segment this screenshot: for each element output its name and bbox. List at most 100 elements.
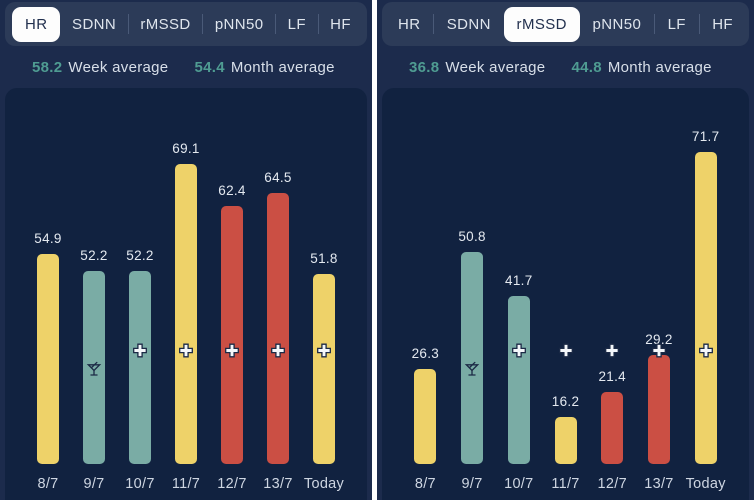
tab-hf[interactable]: HF xyxy=(330,15,351,33)
bar-today[interactable] xyxy=(313,274,335,464)
x-axis-label: Today xyxy=(303,476,345,492)
bar-11-7[interactable] xyxy=(175,164,197,464)
tab-pnn50[interactable]: pNN50 xyxy=(592,15,642,33)
x-axis-label: 10/7 xyxy=(504,476,534,492)
chart: 54.9 8/7 52.2 9/7 52.2 10/7 69.1 11/7 62.4 12… xyxy=(5,88,367,500)
plus-icon-wrap[interactable] xyxy=(133,343,148,358)
tab-rmssd[interactable]: rMSSD xyxy=(140,15,191,33)
plus-icon[interactable] xyxy=(179,343,194,358)
bar-value-label: 21.4 xyxy=(598,369,626,384)
month-average-value: 44.8 xyxy=(571,58,602,76)
x-axis-label: 8/7 xyxy=(37,476,59,492)
bar-13-7[interactable] xyxy=(647,355,670,464)
tab-divider xyxy=(202,14,204,34)
plus-icon[interactable] xyxy=(698,343,713,358)
bar-9-7[interactable] xyxy=(461,252,484,464)
x-axis-label: Today xyxy=(685,476,726,492)
x-axis-label: 8/7 xyxy=(414,476,436,492)
bar-column: 62.4 12/7 xyxy=(209,88,255,500)
plus-icon-wrap[interactable] xyxy=(651,343,666,358)
plus-icon-wrap[interactable] xyxy=(317,343,332,358)
panel-divider xyxy=(372,0,377,500)
x-axis-label: 9/7 xyxy=(461,476,483,492)
plus-icon[interactable] xyxy=(317,343,332,358)
plus-icon[interactable] xyxy=(271,343,286,358)
bar-column: 26.3 8/7 xyxy=(402,88,449,500)
bar-value-label: 52.2 xyxy=(80,248,108,263)
tab-hr[interactable]: HR xyxy=(12,6,61,42)
bar-value-label: 26.3 xyxy=(411,346,440,361)
bar-13-7[interactable] xyxy=(267,193,289,464)
bar-value-label: 54.9 xyxy=(34,231,62,246)
x-axis-label: 11/7 xyxy=(551,476,580,492)
bar-value-label: 51.8 xyxy=(310,251,338,266)
plus-icon[interactable] xyxy=(558,343,573,358)
tab-rmssd[interactable]: rMSSD xyxy=(503,6,580,42)
metric-tabbar: HR SDNN rMSSD pNN50 LF HF xyxy=(5,2,367,46)
plus-icon-wrap[interactable] xyxy=(179,343,194,358)
cocktail-icon-wrap[interactable] xyxy=(464,361,481,378)
month-average-label: Month average xyxy=(230,58,335,76)
bar-10-7[interactable] xyxy=(129,271,151,464)
bar-value-label: 50.8 xyxy=(458,229,486,244)
metric-tabbar: HR SDNN rMSSD pNN50 LF HF xyxy=(382,2,749,46)
cocktail-icon[interactable] xyxy=(86,361,103,378)
bar-value-label: 71.7 xyxy=(691,129,720,144)
bar-9-7[interactable] xyxy=(83,271,105,464)
hr-metric-panel: HR SDNN rMSSD pNN50 LF HF 58.2 Week average 5… xyxy=(0,0,372,500)
bar-column: 52.2 9/7 xyxy=(71,88,117,500)
tab-hf[interactable]: HF xyxy=(712,15,733,33)
bar-today[interactable] xyxy=(694,152,717,464)
bar-8-7[interactable] xyxy=(37,254,59,464)
month-average-label: Month average xyxy=(607,58,712,76)
bar-column: 51.8 Today xyxy=(301,88,347,500)
plus-icon[interactable] xyxy=(651,343,666,358)
rmssd-metric-panel: HR SDNN rMSSD pNN50 LF HF 36.8 Week average 4… xyxy=(377,0,754,500)
averages-row: 36.8 Week average 44.8 Month average xyxy=(377,46,754,88)
plus-icon-wrap[interactable] xyxy=(698,343,713,358)
bar-10-7[interactable] xyxy=(507,296,530,464)
bar-column: 64.5 13/7 xyxy=(255,88,301,500)
tab-divider xyxy=(433,14,435,34)
bar-value-label: 41.7 xyxy=(505,273,533,288)
x-axis-label: 12/7 xyxy=(597,476,627,492)
week-average-label: Week average xyxy=(68,58,169,76)
plus-icon-wrap[interactable] xyxy=(271,343,286,358)
bar-column: 29.2 13/7 xyxy=(636,88,683,500)
averages-row: 58.2 Week average 54.4 Month average xyxy=(0,46,372,88)
plus-icon-wrap[interactable] xyxy=(511,343,526,358)
bar-8-7[interactable] xyxy=(414,369,437,464)
tab-lf[interactable]: LF xyxy=(667,15,686,33)
plus-icon-wrap[interactable] xyxy=(605,343,620,358)
tab-hr[interactable]: HR xyxy=(398,15,421,33)
tab-sdnn[interactable]: SDNN xyxy=(446,15,491,33)
bar-11-7[interactable] xyxy=(554,417,577,464)
plus-icon-wrap[interactable] xyxy=(225,343,240,358)
x-axis-label: 13/7 xyxy=(263,476,293,492)
cocktail-icon-wrap[interactable] xyxy=(86,361,103,378)
plus-icon[interactable] xyxy=(133,343,148,358)
cocktail-icon[interactable] xyxy=(464,361,481,378)
plus-icon[interactable] xyxy=(605,343,620,358)
month-average-value: 54.4 xyxy=(194,58,225,76)
tab-divider xyxy=(698,14,700,34)
bar-value-label: 29.2 xyxy=(645,332,673,347)
x-axis-label: 10/7 xyxy=(125,476,155,492)
week-average: 36.8 Week average xyxy=(409,59,545,76)
bar-column: 69.1 11/7 xyxy=(163,88,209,500)
bar-value-label: 62.4 xyxy=(218,183,246,198)
tab-sdnn[interactable]: SDNN xyxy=(72,15,117,33)
tab-lf[interactable]: LF xyxy=(287,15,306,33)
bar-value-label: 69.1 xyxy=(172,141,200,156)
bar-value-label: 64.5 xyxy=(264,170,292,185)
bar-12-7[interactable] xyxy=(601,392,624,464)
bar-value-label: 52.2 xyxy=(126,248,154,263)
tab-pnn50[interactable]: pNN50 xyxy=(214,15,264,33)
plus-icon[interactable] xyxy=(225,343,240,358)
plus-icon-wrap[interactable] xyxy=(558,343,573,358)
plus-icon[interactable] xyxy=(511,343,526,358)
bar-12-7[interactable] xyxy=(221,206,243,464)
bar-column: 50.8 9/7 xyxy=(449,88,496,500)
tab-divider xyxy=(653,14,655,34)
week-average-value: 36.8 xyxy=(409,58,440,76)
